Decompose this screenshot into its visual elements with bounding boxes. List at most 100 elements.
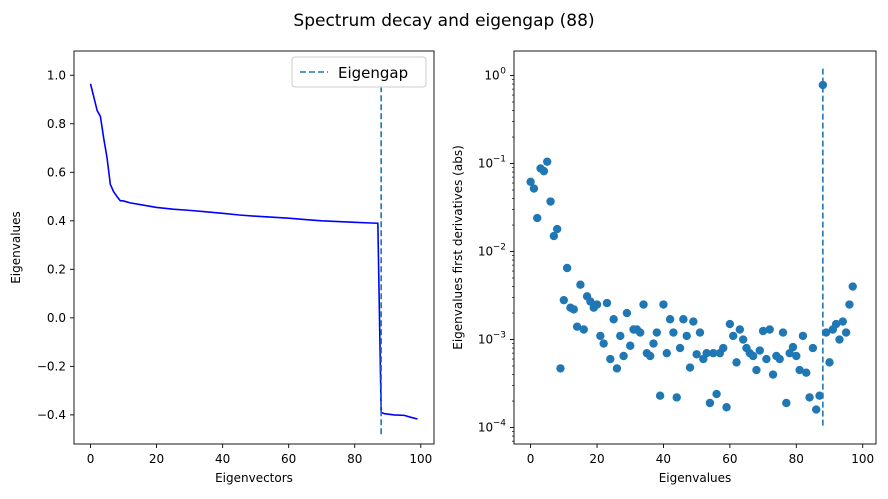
left-plot: 0 20 40 60 80 100 −0.4 −0.2 0.0 0.2 0.4 0.6 0.8 1.0 Ei… [9, 50, 435, 485]
right-scatter-point [652, 328, 662, 337]
right-scatter-point [533, 213, 542, 223]
right-xtick-label: 100 [851, 452, 874, 466]
right-scatter-point [755, 346, 764, 355]
right-scatter-point [552, 224, 562, 234]
right-scatter-point [825, 358, 834, 367]
right-scatter-point [728, 331, 738, 341]
right-scatter-point [732, 358, 741, 367]
right-scatter-point [609, 315, 618, 324]
right-ytick-label: 10 [478, 333, 493, 347]
right-scatter-point [576, 280, 585, 289]
left-xtick-label: 40 [215, 452, 230, 466]
left-xtick-label: 80 [347, 452, 362, 466]
right-scatter-point [546, 197, 555, 206]
right-scatter-point [795, 365, 804, 375]
right-scatter-point [788, 342, 798, 352]
right-scatter-point [695, 328, 705, 337]
left-ytick-label: 0.6 [47, 165, 66, 179]
right-scatter-point [802, 368, 811, 377]
right-scatter-point [672, 393, 681, 402]
right-scatter-point [682, 331, 691, 341]
right-scatter-point [689, 317, 698, 326]
right-scatter-point [835, 335, 844, 344]
right-xtick-label: 20 [589, 452, 604, 466]
right-scatter-point [619, 351, 628, 361]
right-scatter-point [675, 343, 685, 353]
right-scatter-point [655, 391, 665, 400]
right-scatter-point [539, 166, 549, 176]
right-scatter-point [722, 403, 731, 412]
right-scatter-point [592, 300, 602, 309]
right-ytick-label: 10 [478, 421, 493, 435]
right-ytick-label: 10 [478, 157, 493, 171]
right-scatter-point [768, 370, 778, 379]
right-scatter-point [639, 300, 648, 309]
legend-box [291, 56, 427, 88]
left-ytick-label: 0.4 [47, 214, 66, 228]
right-xtick-label: 0 [527, 452, 535, 466]
right-scatter-point [762, 354, 771, 364]
figure-title: Spectrum decay and eigengap (88) [293, 11, 594, 31]
right-scatter-point [596, 331, 605, 341]
right-scatter-point [808, 343, 818, 353]
left-xtick-label: 20 [149, 452, 164, 466]
right-xlabel: Eigenvalues [659, 471, 732, 485]
right-scatter-point [562, 263, 572, 273]
left-ytick-label: −0.2 [37, 359, 66, 373]
left-ytick-label: 0.2 [47, 262, 66, 276]
right-ytick-exponent: −2 [493, 243, 506, 253]
left-ytick-label: 0.0 [47, 311, 66, 325]
right-scatter-point [679, 315, 688, 324]
right-scatter-point [665, 315, 675, 324]
right-scatter-point [705, 398, 715, 408]
right-ytick-label: 10 [484, 69, 499, 83]
right-scatter-point [579, 325, 588, 334]
right-scatter-point [845, 300, 854, 309]
right-scatter-point [778, 328, 788, 337]
right-scatter-point [526, 177, 535, 187]
right-scatter-point [569, 305, 578, 314]
left-xtick-label: 60 [281, 452, 296, 466]
right-ytick-exponent: −1 [493, 155, 506, 165]
right-scatter-point [709, 348, 718, 358]
right-scatter-point [725, 319, 735, 329]
right-scatter-point [719, 343, 728, 353]
right-scatter-point [669, 328, 678, 337]
right-ytick-exponent: 0 [500, 67, 506, 77]
left-spectrum-line [89, 83, 418, 420]
left-legend: Eigengap [291, 56, 427, 88]
right-scatter-point [838, 317, 847, 326]
right-scatter-point [752, 365, 761, 375]
right-scatter-point [692, 350, 701, 359]
right-scatter-point [572, 322, 582, 331]
right-scatter-point [599, 339, 608, 348]
right-scatter-point [735, 325, 745, 334]
left-xtick-label: 100 [409, 452, 432, 466]
right-scatter-point [812, 405, 821, 414]
right-xtick-label: 60 [722, 452, 737, 466]
right-xtick-label: 40 [656, 452, 671, 466]
right-scatter-point [636, 328, 645, 337]
right-scatter-point [702, 348, 711, 358]
right-scatter-point [775, 354, 784, 364]
right-scatter-point [805, 393, 814, 402]
right-scatter-point [738, 335, 748, 344]
right-scatter-point [662, 348, 671, 358]
right-scatter-point [649, 339, 658, 348]
right-scatter-point [529, 184, 539, 193]
right-scatter-point [765, 325, 774, 334]
right-scatter-point [798, 331, 808, 341]
right-ylabel: Eigenvalues first derivatives (abs) [451, 145, 465, 350]
left-ytick-label: 1.0 [47, 68, 66, 82]
left-axes-frame [73, 50, 435, 445]
right-scatter-point [782, 398, 791, 408]
legend-label: Eigengap [338, 64, 408, 82]
right-scatter-point [712, 389, 721, 399]
right-scatter-point [616, 331, 625, 341]
right-scatter-point [606, 354, 615, 364]
right-scatter-point [556, 364, 565, 373]
right-scatter-point [602, 298, 612, 308]
